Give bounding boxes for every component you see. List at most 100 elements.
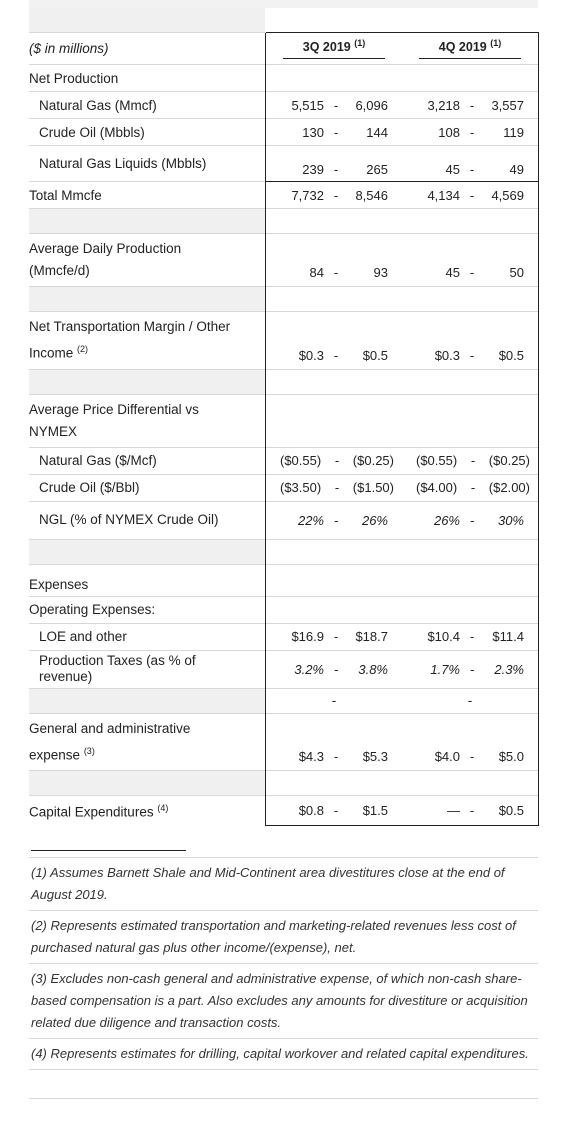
range-dash: -	[469, 97, 475, 113]
value: $0.3	[434, 347, 460, 363]
footnote-1: (1) Assumes Barnett Shale and Mid-Contin…	[29, 857, 538, 910]
value: 5,515	[291, 97, 324, 113]
row-natural-gas: Natural Gas (Mmcf) 5,515-6,096 3,218-3,5…	[29, 91, 539, 119]
range-dash: -	[333, 265, 339, 280]
range-dash: -	[469, 803, 475, 818]
blank-row	[29, 286, 539, 312]
blank-row	[29, 770, 539, 796]
range-dash: -	[469, 124, 475, 140]
value: 30%	[497, 512, 524, 528]
range-dash: -	[470, 480, 476, 495]
blank-row: - -	[29, 687, 539, 713]
col-header-3q: 3Q 2019 (1)	[265, 32, 402, 65]
value: $18.7	[355, 629, 388, 644]
row-label: NGL (% of NYMEX Crude Oil)	[29, 500, 266, 539]
guidance-table-container: ($ in millions) 3Q 2019 (1) 4Q 2019 (1) …	[29, 0, 539, 1099]
range-dash: -	[333, 187, 339, 203]
value: $16.9	[291, 629, 324, 644]
value: —	[447, 803, 460, 818]
section-avg-price-diff: Average Price Differential vs NYMEX	[29, 393, 539, 447]
section-label: Average Price Differential vs NYMEX	[29, 393, 266, 447]
row-label: Crude Oil ($/Bbl)	[29, 473, 266, 501]
value: 45	[445, 265, 460, 280]
row-label-text: Net Transportation Margin / Other Income	[29, 319, 231, 361]
row-label: Crude Oil (Mbbls)	[29, 118, 266, 146]
footnote-4: (4) Represents estimates for drilling, c…	[29, 1038, 538, 1069]
value: 8,546	[355, 187, 388, 203]
value: 6,096	[355, 97, 388, 113]
section-label: Net Production	[29, 64, 266, 92]
value: $10.4	[427, 629, 460, 644]
value: ($0.55)	[280, 453, 322, 468]
value: ($1.50)	[352, 480, 394, 495]
range-dash: -	[333, 661, 339, 677]
value: 265	[366, 162, 388, 177]
row-label-text: General and administrative expense	[29, 720, 191, 763]
value: 49	[509, 162, 524, 177]
blank-row	[29, 538, 539, 564]
row-ngl-diff: NGL (% of NYMEX Crude Oil) 22% -26% 26% -3…	[29, 500, 539, 539]
value: ($2.00)	[488, 480, 530, 495]
value: 84	[309, 265, 324, 280]
value: ($0.55)	[416, 453, 458, 468]
row-label: Total Mmcfe	[29, 181, 266, 209]
row-label-text: Capital Expenditures	[29, 804, 154, 819]
row-label: Capital Expenditures (4)	[29, 795, 266, 826]
col-header-4q: 4Q 2019 (1)	[402, 32, 539, 65]
value: $0.8	[298, 803, 324, 818]
row-net-transport: Net Transportation Margin / Other Income…	[29, 311, 539, 369]
value: $5.0	[498, 749, 524, 764]
range-dash: -	[333, 749, 339, 764]
section-net-production: Net Production	[29, 64, 539, 92]
row-label: Production Taxes (as % of revenue)	[29, 649, 266, 688]
range-dash: -	[469, 187, 475, 203]
row-label: Net Transportation Margin / Other Income…	[29, 311, 266, 369]
value: $5.3	[362, 749, 388, 764]
row-avg-daily: Average Daily Production (Mmcfe/d) 84-93…	[29, 233, 539, 287]
header-row: ($ in millions) 3Q 2019 (1) 4Q 2019 (1)	[29, 32, 539, 65]
value: $0.5	[498, 803, 524, 818]
row-oil-diff: Crude Oil ($/Bbl) ($3.50) - ($1.50) ($4.00…	[29, 473, 539, 501]
value: 3.2%	[294, 661, 324, 677]
row-total-mmcfe: Total Mmcfe 7,732-8,546 4,134-4,569	[29, 181, 539, 209]
footnote-2: (2) Represents estimated transportation …	[29, 910, 538, 963]
value: 3,557	[491, 97, 524, 113]
value: 7,732	[291, 187, 324, 203]
row-label: Natural Gas (Mmcf)	[29, 91, 266, 119]
range-dash: -	[333, 124, 339, 140]
value: ($0.25)	[352, 453, 394, 468]
col-header-3q-note: (1)	[354, 38, 366, 49]
value: $0.5	[498, 347, 524, 363]
range-dash: -	[469, 347, 475, 363]
value: 119	[503, 124, 524, 140]
value: 4,134	[427, 187, 460, 203]
value: 108	[438, 124, 460, 140]
value: 93	[373, 265, 388, 280]
value: 45	[445, 162, 460, 177]
footnote-end-spacer	[29, 1069, 538, 1098]
top-padding	[29, 0, 538, 8]
value: 50	[509, 265, 524, 280]
col-header-4q-note: (1)	[490, 38, 502, 49]
row-loe: LOE and other $16.9- $18.7 $10.4- $11.4	[29, 622, 539, 650]
value: ($3.50)	[280, 480, 322, 495]
value: 239	[302, 162, 324, 177]
blank-row	[29, 208, 539, 234]
range-dash: -	[333, 347, 339, 363]
range-dash: -	[469, 661, 475, 677]
value: $0.3	[298, 347, 324, 363]
row-label: Natural Gas ($/Mcf)	[29, 446, 266, 474]
value: $0.5	[362, 347, 388, 363]
value: 1.7%	[430, 661, 460, 677]
section-label: Operating Expenses:	[29, 595, 266, 623]
value: 144	[366, 124, 388, 140]
range-dash: -	[470, 453, 476, 468]
range-dash: -	[469, 749, 475, 764]
value: 22%	[297, 512, 324, 528]
range-dash: -	[333, 97, 339, 113]
value: $11.4	[492, 629, 524, 644]
section-operating-expenses: Operating Expenses:	[29, 595, 539, 623]
range-dash: -	[469, 512, 475, 528]
col-header-4q-text: 4Q 2019	[438, 40, 487, 55]
top-blank	[29, 8, 265, 32]
